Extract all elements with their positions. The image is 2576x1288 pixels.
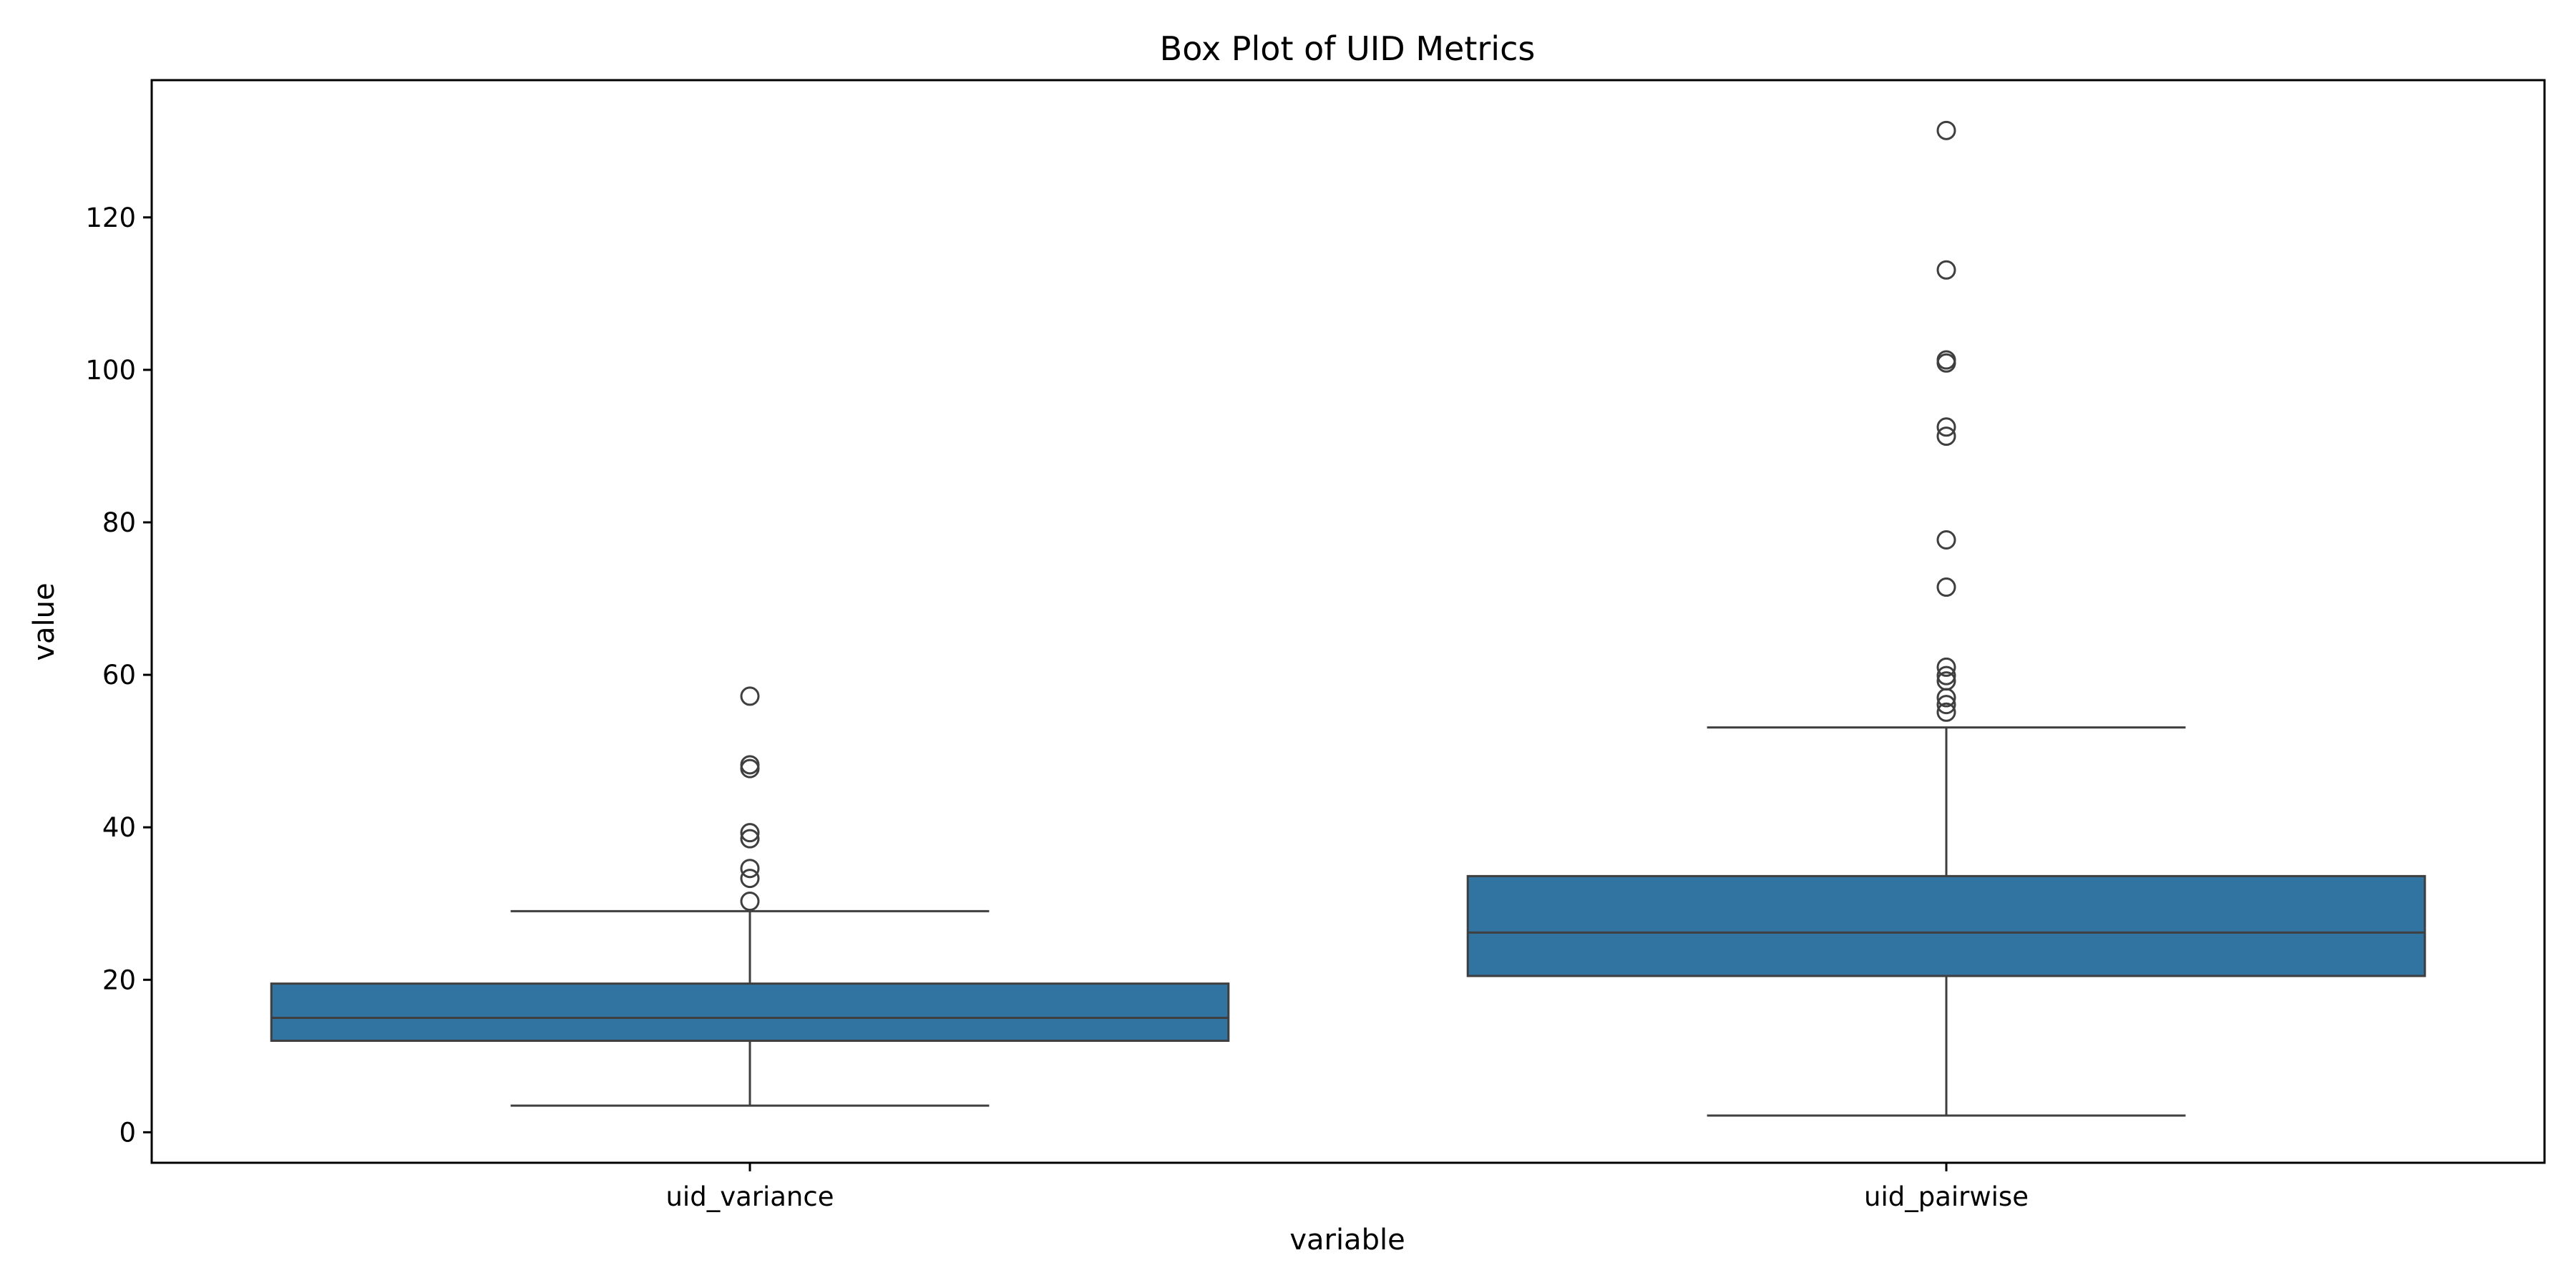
plot-area: 0 20 40 60 80 100 120 uid_variance uid_pairwise	[85, 120, 2426, 1212]
box-uid_pairwise	[1466, 874, 2426, 977]
outlier-point	[740, 686, 760, 706]
outlier-point	[1936, 665, 1956, 686]
y-tick-label: 40	[102, 812, 136, 843]
y-tick-label: 20	[102, 965, 136, 995]
outlier-point	[1936, 530, 1956, 550]
outlier-point	[1936, 350, 1956, 370]
outlier-point	[740, 892, 760, 912]
y-tick-label: 100	[85, 355, 136, 386]
outlier-point	[1936, 260, 1956, 280]
chart-title: Box Plot of UID Metrics	[1160, 29, 1536, 68]
outlier-point	[1936, 426, 1956, 447]
y-tick-label: 60	[102, 660, 136, 691]
outlier-point	[740, 755, 760, 775]
y-axis-label: value	[28, 582, 61, 660]
box-uid_variance	[270, 982, 1230, 1043]
x-axis-label: variable	[1289, 1224, 1405, 1257]
outlier-point	[1936, 417, 1956, 437]
y-tick-label: 120	[85, 203, 136, 233]
x-tick-label: uid_variance	[665, 1181, 834, 1212]
outlier-point	[740, 823, 760, 843]
outlier-point	[1936, 702, 1956, 722]
y-tick-label: 0	[119, 1117, 136, 1148]
outlier-point	[1936, 657, 1956, 677]
outlier-point	[1936, 577, 1956, 597]
plot-frame	[150, 79, 2546, 1164]
outlier-point	[1936, 120, 1956, 140]
outlier-point	[1936, 695, 1956, 715]
outlier-point	[740, 869, 760, 889]
x-tick-label: uid_pairwise	[1864, 1181, 2029, 1212]
outlier-point	[740, 829, 760, 849]
y-tick-label: 80	[102, 507, 136, 538]
outlier-point	[740, 859, 760, 879]
outlier-point	[1936, 671, 1956, 691]
